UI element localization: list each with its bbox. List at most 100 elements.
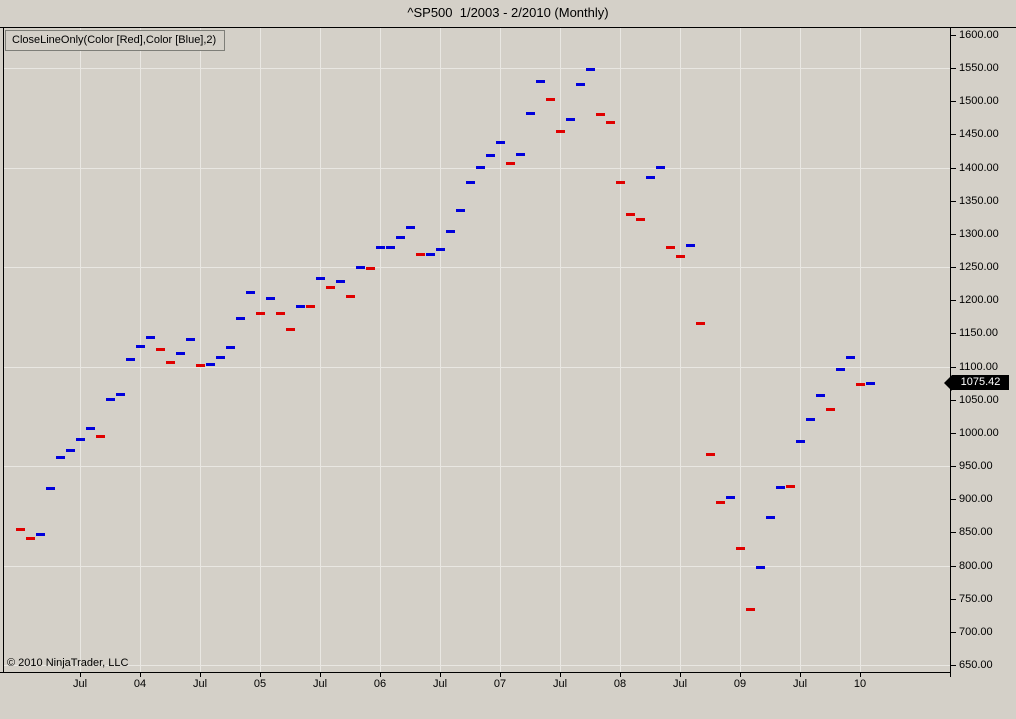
price-dash xyxy=(136,344,145,348)
time-tick xyxy=(260,672,261,677)
vertical-gridline xyxy=(560,28,561,672)
price-dash xyxy=(716,500,725,504)
time-tick xyxy=(860,672,861,677)
price-dash xyxy=(536,80,545,83)
price-tick-label: 1050.00 xyxy=(959,393,999,406)
price-dash xyxy=(26,537,35,541)
price-tick-label: 1550.00 xyxy=(959,62,999,75)
price-dash xyxy=(786,485,795,489)
price-dash xyxy=(356,266,365,270)
price-tick-label: 1300.00 xyxy=(959,227,999,240)
price-dash xyxy=(686,244,695,248)
price-dash xyxy=(186,338,195,342)
price-tick-label: 850.00 xyxy=(959,526,993,539)
price-axis[interactable]: 1600.00 1550.00 1500.00 1450.00 1400.00 1350.… xyxy=(950,28,1016,677)
time-tick xyxy=(500,672,501,677)
time-tick-label: 09 xyxy=(733,678,747,690)
price-dash xyxy=(856,382,865,386)
price-tick-label: 1350.00 xyxy=(959,194,999,207)
price-dash xyxy=(226,345,235,349)
price-tick-label: 750.00 xyxy=(959,592,993,605)
price-dash xyxy=(216,355,225,359)
price-dash xyxy=(146,335,155,339)
price-tick xyxy=(950,432,956,434)
price-tick-label: 700.00 xyxy=(959,625,993,638)
price-tick xyxy=(950,598,956,600)
price-tick-label: 1200.00 xyxy=(959,294,999,307)
price-dash xyxy=(576,82,585,86)
time-tick-label: Jul xyxy=(672,678,688,690)
price-tick-label: 1100.00 xyxy=(959,360,998,373)
price-dash xyxy=(376,246,385,250)
price-dash xyxy=(66,448,75,452)
price-dash xyxy=(566,117,575,121)
indicator-label: CloseLineOnly(Color [Red],Color [Blue],2… xyxy=(5,30,226,51)
price-dash xyxy=(666,246,675,250)
price-dash xyxy=(496,141,505,145)
price-tick xyxy=(950,267,956,269)
price-tick xyxy=(950,466,956,468)
price-dash xyxy=(16,527,25,531)
horizontal-gridline xyxy=(4,267,950,269)
price-dash xyxy=(636,217,645,221)
time-axis[interactable]: Jul 04 Jul 05 Jul 06 Jul 07 Jul 08 Jul 09 Jul 10 xyxy=(0,672,950,697)
price-dash xyxy=(606,121,615,125)
price-tick xyxy=(950,300,956,302)
plot-left-border xyxy=(3,28,4,672)
chart-title: ^SP500 1/2003 - 2/2010 (Monthly) xyxy=(407,5,609,20)
time-tick xyxy=(800,672,801,677)
vertical-gridline xyxy=(380,28,381,672)
time-tick-label: 07 xyxy=(493,678,507,690)
price-tick xyxy=(950,200,956,202)
price-dash xyxy=(486,154,495,158)
price-dash xyxy=(206,362,215,366)
vertical-gridline xyxy=(200,28,201,672)
price-dash xyxy=(626,212,635,216)
price-dash xyxy=(726,496,735,500)
time-tick-label: Jul xyxy=(792,678,808,690)
time-tick-label: 06 xyxy=(373,678,387,690)
price-tick xyxy=(950,101,956,103)
time-tick xyxy=(200,672,201,677)
price-dash xyxy=(616,180,625,184)
price-dash xyxy=(426,252,435,256)
time-tick xyxy=(680,672,681,677)
time-tick xyxy=(380,672,381,677)
price-tick xyxy=(950,333,956,335)
time-tick-label: 10 xyxy=(853,678,867,690)
vertical-gridline xyxy=(860,28,861,672)
price-dash xyxy=(456,209,465,213)
price-dash xyxy=(476,166,485,170)
price-dash xyxy=(326,285,335,289)
price-dash xyxy=(106,398,115,402)
price-dash xyxy=(36,532,45,536)
price-dash xyxy=(346,294,355,298)
horizontal-gridline xyxy=(4,565,950,567)
price-dash xyxy=(256,311,265,315)
horizontal-gridline xyxy=(4,366,950,368)
vertical-gridline xyxy=(320,28,321,672)
price-dash xyxy=(436,248,445,252)
price-dash xyxy=(816,394,825,398)
price-tick xyxy=(950,167,956,169)
price-dash xyxy=(316,276,325,280)
price-dash xyxy=(156,348,165,352)
price-dash xyxy=(176,351,185,355)
vertical-gridline xyxy=(140,28,141,672)
price-tick-label: 1250.00 xyxy=(959,261,999,274)
chart-plot-area[interactable] xyxy=(0,28,950,672)
price-dash xyxy=(676,254,685,258)
price-dash xyxy=(296,304,305,308)
price-dash xyxy=(406,225,415,229)
last-price-badge: 1075.42 xyxy=(952,375,1009,391)
price-dash xyxy=(126,357,135,361)
price-dash xyxy=(46,486,55,490)
price-dash xyxy=(646,176,655,180)
price-dash xyxy=(466,181,475,185)
time-tick-label: Jul xyxy=(192,678,208,690)
price-tick-label: 1600.00 xyxy=(959,29,999,41)
price-tick-label: 1150.00 xyxy=(959,327,998,340)
price-dash xyxy=(56,456,65,460)
price-dash xyxy=(286,327,295,331)
price-tick xyxy=(950,499,956,501)
